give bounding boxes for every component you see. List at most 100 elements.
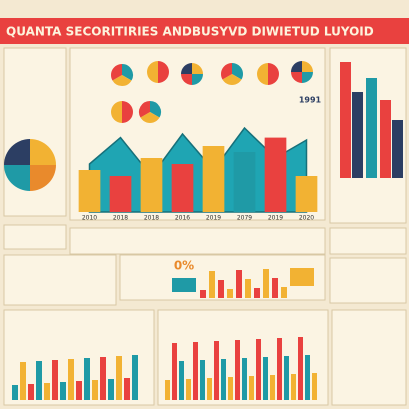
deco-bar <box>20 362 26 400</box>
panel <box>329 227 407 255</box>
deco-bar <box>193 342 198 400</box>
bar <box>171 164 194 212</box>
deco-bar <box>165 380 170 400</box>
x-tick-label: 2020 <box>299 215 314 222</box>
pie-slice <box>268 63 279 85</box>
pie-slice <box>257 63 268 85</box>
deco-bar <box>340 62 351 178</box>
deco-bar <box>298 337 303 400</box>
deco-bar <box>218 280 224 298</box>
deco-bar <box>270 375 275 400</box>
deco-bar <box>236 270 242 298</box>
deco-bar <box>272 278 278 298</box>
pie-slice <box>192 63 203 74</box>
bar <box>78 170 101 212</box>
pie-slice <box>139 101 150 118</box>
deco-bar <box>235 340 240 400</box>
pie-slice <box>302 61 313 72</box>
deco-bar <box>92 380 98 400</box>
pie-slice <box>291 61 302 72</box>
pie-slice <box>4 165 30 191</box>
pie-slice <box>4 139 30 165</box>
deco-bar <box>249 376 254 400</box>
deco-bar <box>291 374 296 400</box>
pie-slice <box>30 165 56 191</box>
pie-slice <box>110 64 122 81</box>
deco-bar <box>68 359 74 400</box>
pie-slice <box>122 101 133 123</box>
bar <box>295 176 318 212</box>
pie-slice <box>181 74 192 85</box>
panel <box>69 227 326 255</box>
deco-box <box>290 268 314 286</box>
pie-slice <box>150 101 162 118</box>
deco-bar <box>172 343 177 400</box>
deco-bar <box>228 377 233 400</box>
deco-bar <box>44 383 50 400</box>
deco-bar <box>352 92 363 178</box>
deco-bar <box>209 271 215 298</box>
deco-bar <box>200 290 206 298</box>
bar <box>140 158 163 212</box>
deco-bar <box>116 356 122 400</box>
x-tick-label: 2019 <box>268 215 283 222</box>
x-tick-label: 2016 <box>175 215 190 222</box>
deco-bar <box>12 385 18 400</box>
x-tick-label: 2010 <box>82 215 97 222</box>
bar <box>264 137 287 212</box>
deco-bar <box>132 355 138 400</box>
label: 1991 <box>299 96 322 105</box>
deco-bar <box>221 359 226 400</box>
deco-bar <box>281 287 287 298</box>
deco-bar <box>227 289 233 298</box>
deco-bar <box>60 382 66 400</box>
deco-bar <box>207 378 212 400</box>
panel <box>3 254 117 306</box>
pie-slice <box>291 72 302 83</box>
bar <box>202 146 225 212</box>
deco-box <box>172 278 196 292</box>
pie-slice <box>232 63 243 80</box>
title: QUANTA SECORITIRIES ANDBUSYVD DIWIETUD L… <box>6 25 374 39</box>
title-banner <box>0 18 409 44</box>
deco-bar <box>312 373 317 400</box>
pie-slice <box>192 74 203 85</box>
deco-bar <box>284 356 289 400</box>
deco-bar <box>76 381 82 400</box>
pie-slice <box>111 101 122 123</box>
x-tick-label: 2018 <box>144 215 159 222</box>
panel <box>3 47 67 217</box>
x-tick-label: 2019 <box>206 215 221 222</box>
deco-bar <box>392 120 403 178</box>
deco-bar <box>366 78 377 178</box>
deco-bar <box>305 355 310 400</box>
deco-bar <box>52 360 58 400</box>
deco-bar <box>242 358 247 400</box>
deco-bar <box>256 339 261 400</box>
deco-bar <box>263 269 269 298</box>
panel <box>331 309 407 406</box>
deco-bar <box>124 378 130 400</box>
pie-slice <box>221 63 232 80</box>
deco-bar <box>84 358 90 400</box>
deco-bar <box>254 288 260 298</box>
pie-slice <box>158 61 169 83</box>
deco-bar <box>263 357 268 400</box>
deco-bar <box>380 100 391 178</box>
bar <box>233 152 256 212</box>
deco-bar <box>28 384 34 400</box>
panel <box>3 224 67 250</box>
bar <box>109 176 132 212</box>
label: 0% <box>174 259 194 273</box>
pie-slice <box>181 63 192 74</box>
panel <box>329 257 407 304</box>
deco-bar <box>186 379 191 400</box>
pie-slice <box>302 72 313 83</box>
pie-slice <box>122 64 133 81</box>
x-tick-label: 2018 <box>113 215 128 222</box>
deco-bar <box>200 360 205 400</box>
pie-slice <box>147 61 158 83</box>
deco-bar <box>277 338 282 400</box>
